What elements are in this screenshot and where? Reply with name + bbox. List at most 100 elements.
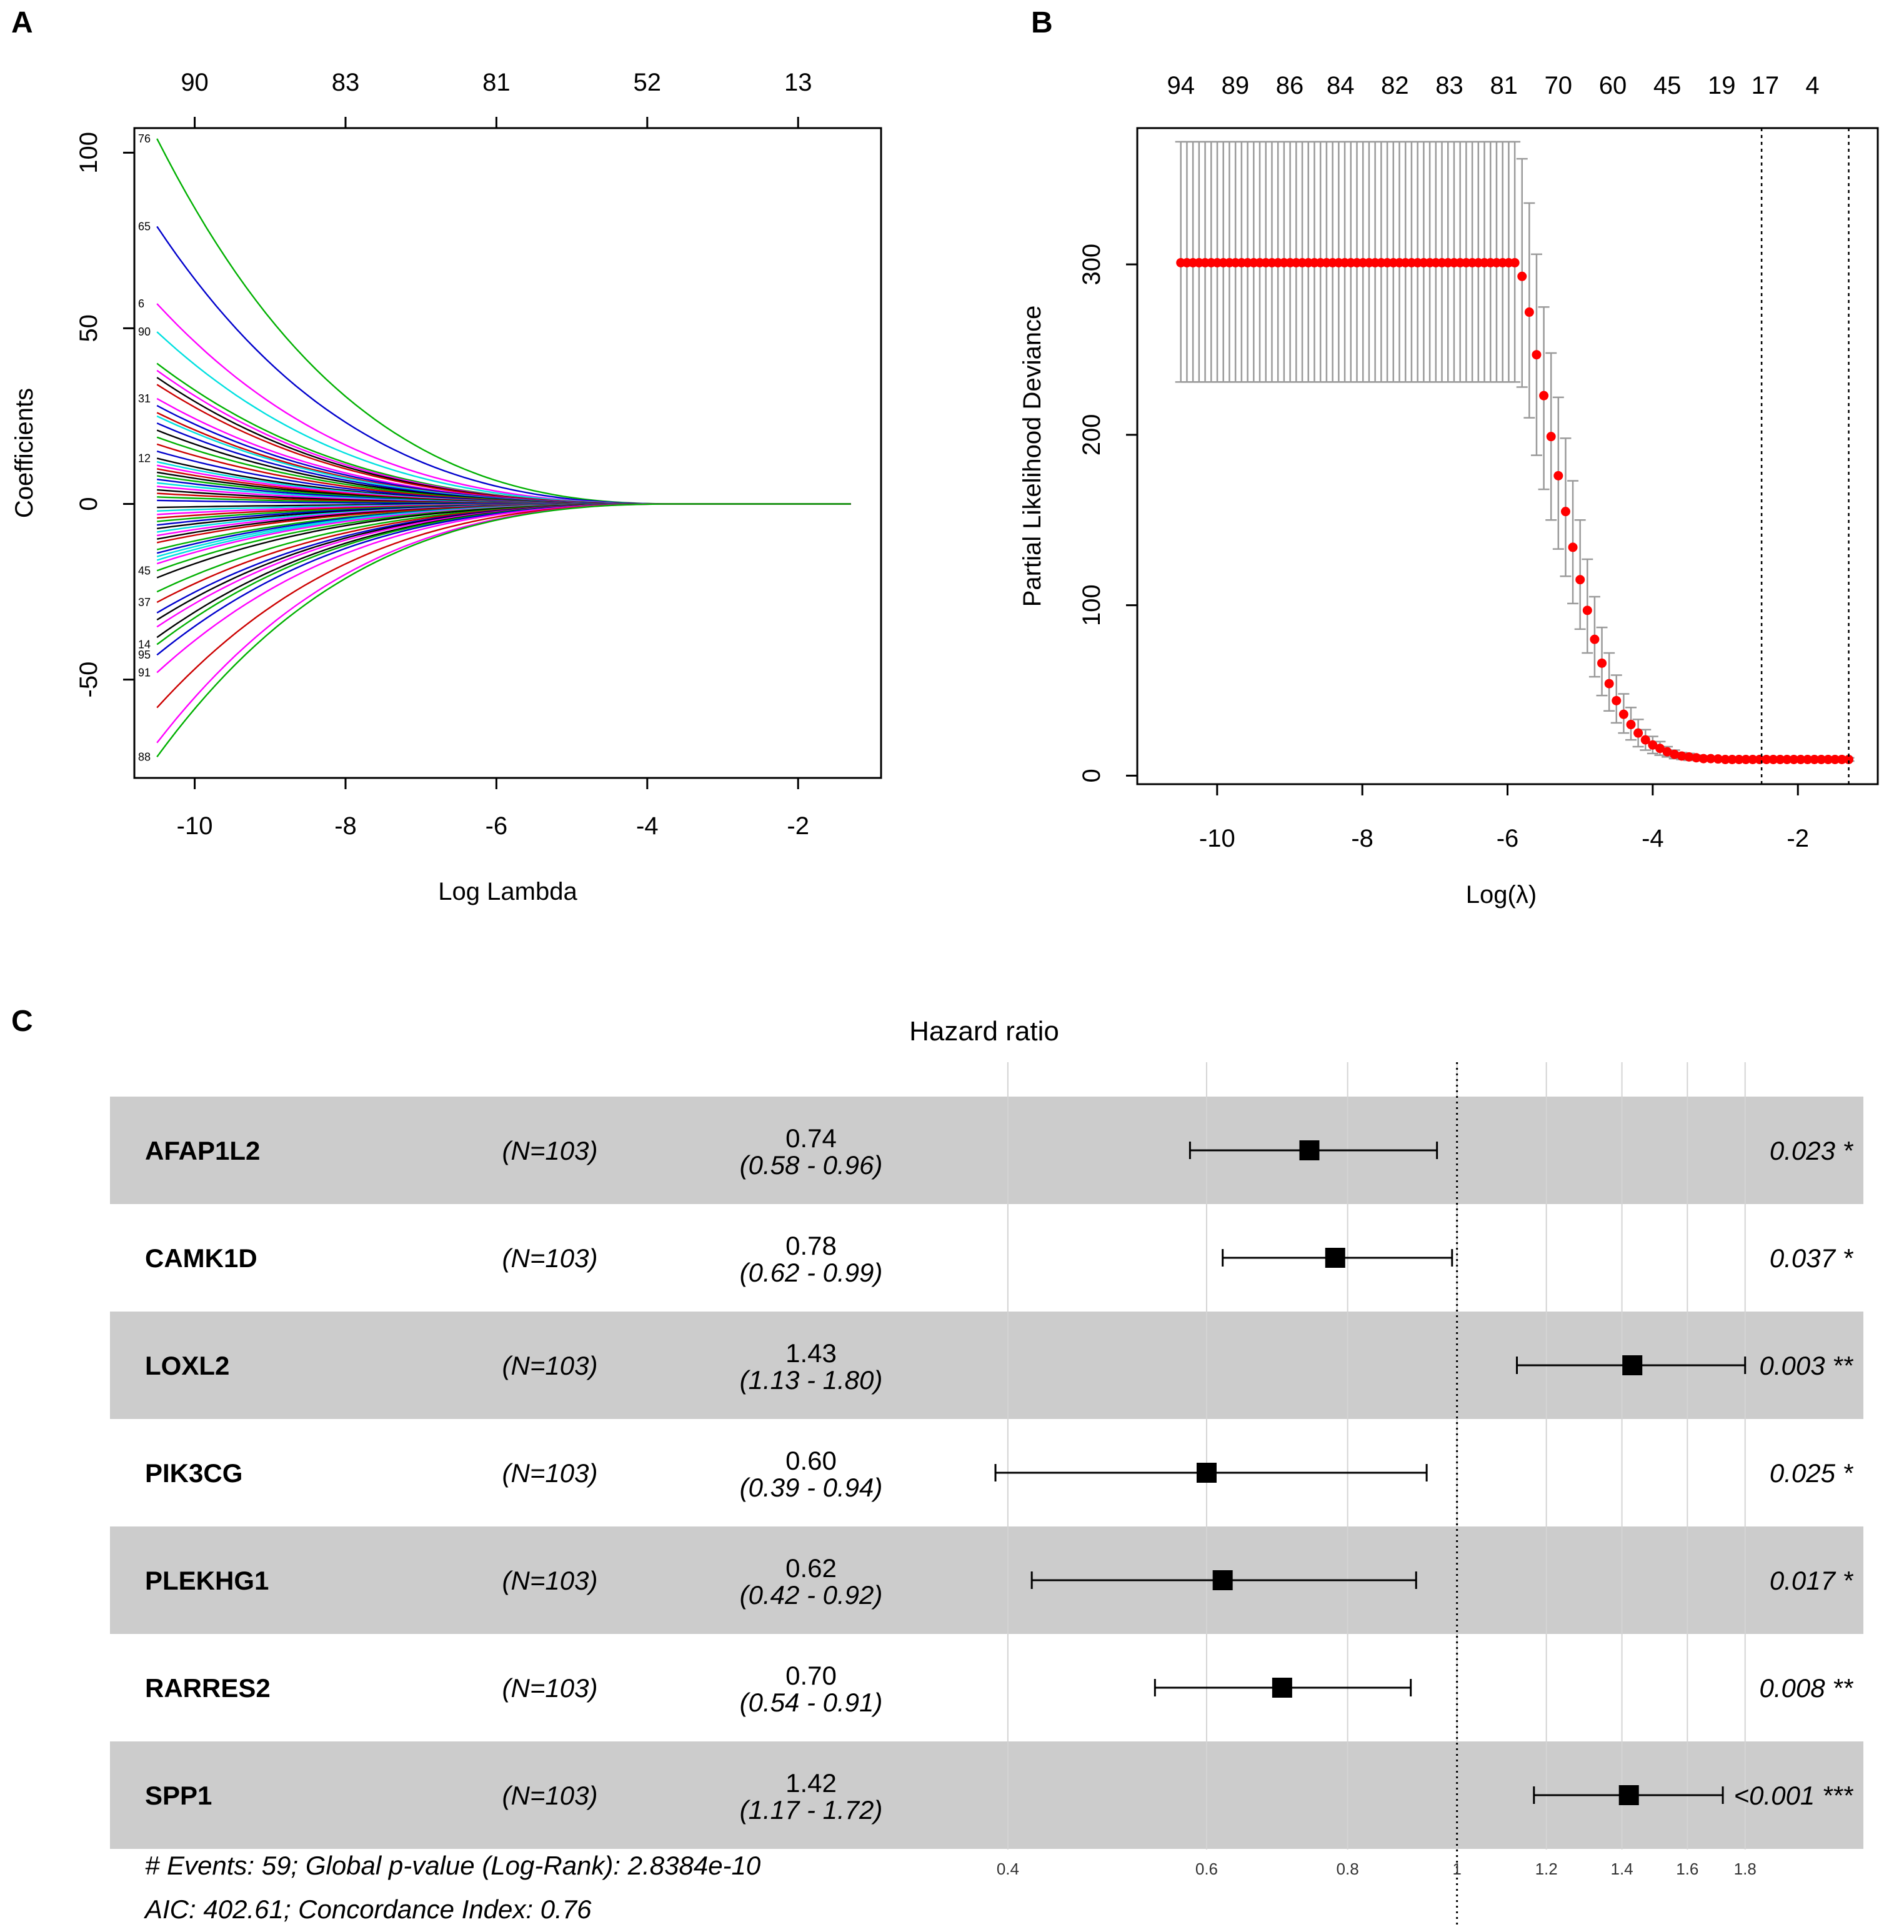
gene-name: AFAP1L2 (145, 1136, 260, 1165)
row-band (110, 1526, 1863, 1634)
variable-label: 37 (138, 596, 151, 609)
hazard-ratio-marker (1299, 1140, 1320, 1160)
gene-name: LOXL2 (145, 1351, 229, 1380)
hazard-ratio-marker (1618, 1785, 1639, 1805)
y-axis-title: Partial Likelihood Deviance (1019, 306, 1046, 607)
variable-label: 90 (138, 326, 151, 338)
deviance-point (1546, 432, 1556, 442)
confidence-interval: (0.42 - 0.92) (740, 1580, 883, 1610)
top-tick-label: 4 (1805, 72, 1819, 99)
y-tick-label: 200 (1078, 414, 1105, 456)
p-value: 0.017 * (1770, 1566, 1854, 1595)
variable-label: 95 (138, 649, 151, 661)
hazard-ratio-marker (1272, 1678, 1292, 1698)
deviance-point (1698, 754, 1708, 764)
y-tick-label: 100 (1078, 584, 1105, 626)
deviance-point (1762, 754, 1772, 764)
variable-label: 14 (138, 638, 151, 650)
top-tick-label: 45 (1653, 72, 1682, 99)
x-tick-label: -4 (1642, 825, 1664, 852)
plot-frame (133, 127, 882, 779)
deviance-point (1789, 754, 1799, 764)
deviance-point (1837, 754, 1847, 764)
deviance-point (1782, 754, 1792, 764)
gene-name: PIK3CG (145, 1458, 242, 1488)
deviance-point (1612, 695, 1622, 705)
hazard-ratio-value: 1.42 (785, 1768, 837, 1798)
sample-size: (N=103) (502, 1781, 598, 1810)
panel-a-lasso-coefficients: -10 -8 -6 -4 -2 90 83 81 52 13 -50 0 50 100 76 65 6 90 31 1… (11, 69, 882, 905)
deviance-point (1582, 605, 1592, 615)
y-tick-label: 100 (75, 132, 102, 174)
deviance-point (1670, 749, 1680, 759)
deviance-point (1734, 754, 1744, 764)
p-value: 0.025 * (1770, 1458, 1854, 1488)
deviance-point (1796, 754, 1806, 764)
y-tick-label: 50 (75, 314, 102, 342)
deviance-point (1662, 747, 1672, 757)
hr-axis-tick-label: 0.8 (1337, 1860, 1359, 1878)
top-tick-label: 19 (1708, 72, 1736, 99)
deviance-point (1768, 754, 1778, 764)
x-tick-label: -10 (177, 812, 213, 840)
top-tick-label: 89 (1222, 72, 1250, 99)
deviance-point (1823, 754, 1833, 764)
variable-label: 76 (138, 132, 151, 145)
variable-label: 45 (138, 564, 151, 577)
deviance-point (1590, 634, 1600, 644)
forest-title: Hazard ratio (909, 1016, 1059, 1047)
variable-label: 91 (138, 666, 151, 679)
top-tick-label: 83 (332, 69, 360, 96)
coefficient-path-1 (156, 138, 851, 505)
p-value: 0.037 * (1770, 1243, 1854, 1273)
deviance-point (1648, 740, 1658, 750)
deviance-point (1844, 754, 1854, 764)
gene-name: CAMK1D (145, 1243, 257, 1273)
confidence-interval: (1.17 - 1.72) (740, 1795, 883, 1825)
x-tick-label: -2 (787, 812, 809, 840)
sample-size: (N=103) (502, 1243, 598, 1273)
hazard-ratio-value: 0.62 (785, 1553, 837, 1583)
deviance-point (1597, 658, 1607, 668)
hazard-ratio-value: 0.60 (785, 1446, 837, 1475)
p-value: 0.008 ** (1760, 1673, 1854, 1703)
variable-label: 65 (138, 220, 151, 232)
y-tick-label: 0 (1078, 769, 1105, 782)
top-tick-label: 81 (482, 69, 511, 96)
deviance-point (1803, 754, 1813, 764)
sample-size: (N=103) (502, 1673, 598, 1703)
deviance-point (1510, 257, 1520, 267)
variable-label: 88 (138, 750, 151, 763)
coefficient-path-6 (156, 369, 851, 505)
hazard-ratio-marker (1622, 1355, 1643, 1375)
top-tick-label: 13 (784, 69, 812, 96)
x-tick-label: -8 (1351, 825, 1373, 852)
coefficient-path-4 (156, 331, 851, 505)
deviance-point (1618, 709, 1628, 719)
p-value: 0.023 * (1770, 1136, 1854, 1165)
coefficient-path-2 (156, 226, 851, 505)
confidence-interval: (0.54 - 0.91) (740, 1688, 883, 1717)
deviance-point (1706, 754, 1716, 764)
confidence-interval: (0.62 - 0.99) (740, 1258, 883, 1287)
confidence-interval: (1.13 - 1.80) (740, 1365, 883, 1395)
gene-name: SPP1 (145, 1781, 212, 1810)
x-axis-title: Log Lambda (438, 878, 577, 905)
deviance-point (1524, 307, 1534, 317)
deviance-point (1684, 752, 1694, 762)
deviance-point (1817, 754, 1827, 764)
y-axis-title: Coefficients (11, 388, 38, 518)
p-value: <0.001 *** (1734, 1781, 1854, 1810)
hazard-ratio-marker (1196, 1463, 1217, 1483)
top-tick-label: 86 (1276, 72, 1304, 99)
deviance-point (1775, 754, 1785, 764)
deviance-point (1748, 754, 1758, 764)
y-tick-label: 0 (75, 497, 102, 510)
confidence-interval: (0.39 - 0.94) (740, 1473, 883, 1502)
footer-aic: AIC: 402.61; Concordance Index: 0.76 (143, 1895, 592, 1924)
deviance-point (1568, 542, 1578, 552)
hr-axis-tick-label: 0.6 (1195, 1860, 1218, 1878)
deviance-point (1553, 471, 1563, 481)
deviance-point (1626, 720, 1636, 730)
x-tick-label: -10 (1199, 825, 1235, 852)
